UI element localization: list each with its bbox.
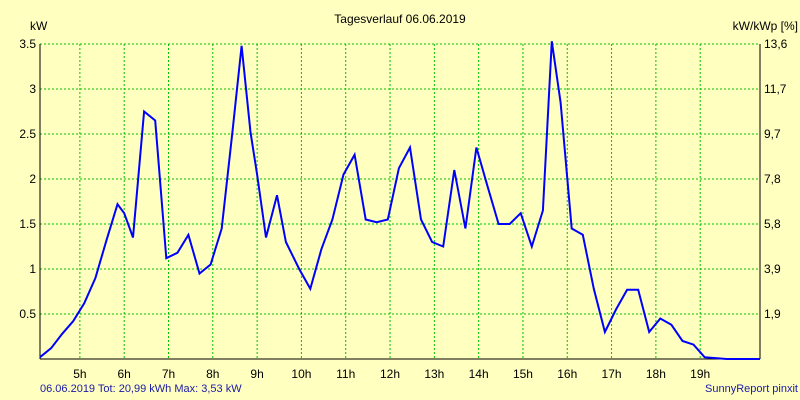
y2-axis-label: kW/kWp [%] bbox=[732, 19, 798, 33]
x-tick-label: 17h bbox=[602, 367, 622, 381]
y2-tick-label: 7,8 bbox=[764, 172, 781, 186]
y-tick-label: 2 bbox=[29, 172, 36, 186]
x-tick-label: 7h bbox=[162, 367, 175, 381]
x-tick-label: 13h bbox=[424, 367, 444, 381]
x-tick-label: 16h bbox=[557, 367, 577, 381]
y-tick-label: 3.5 bbox=[19, 37, 36, 51]
y-tick-label: 3 bbox=[29, 82, 36, 96]
footer-credit: SunnyReport pinxit bbox=[705, 383, 798, 395]
y2-tick-label: 11,7 bbox=[764, 82, 787, 96]
y2-tick-label: 9,7 bbox=[764, 127, 781, 141]
y-axis-label: kW bbox=[30, 19, 48, 33]
x-tick-label: 10h bbox=[291, 367, 311, 381]
x-tick-label: 12h bbox=[380, 367, 400, 381]
x-tick-label: 15h bbox=[513, 367, 533, 381]
x-tick-label: 19h bbox=[690, 367, 710, 381]
x-tick-label: 8h bbox=[206, 367, 219, 381]
footer-summary: 06.06.2019 Tot: 20,99 kWh Max: 3,53 kW bbox=[40, 383, 242, 395]
plot-area bbox=[40, 44, 760, 359]
y2-tick-label: 3,9 bbox=[764, 262, 781, 276]
y-tick-label: 1.5 bbox=[19, 217, 36, 231]
x-tick-label: 9h bbox=[250, 367, 263, 381]
x-tick-label: 6h bbox=[118, 367, 131, 381]
y-tick-label: 0.5 bbox=[19, 307, 36, 321]
chart-title: Tagesverlauf 06.06.2019 bbox=[334, 12, 466, 26]
y-tick-label: 2.5 bbox=[19, 127, 36, 141]
y-tick-label: 1 bbox=[29, 262, 36, 276]
x-tick-label: 11h bbox=[336, 367, 355, 381]
x-tick-label: 5h bbox=[73, 367, 86, 381]
y2-tick-label: 5,8 bbox=[764, 217, 781, 231]
x-tick-label: 14h bbox=[469, 367, 489, 381]
y2-tick-label: 1,9 bbox=[764, 307, 781, 321]
y2-tick-label: 13,6 bbox=[764, 37, 788, 51]
series-line bbox=[39, 41, 760, 360]
x-tick-label: 18h bbox=[646, 367, 666, 381]
